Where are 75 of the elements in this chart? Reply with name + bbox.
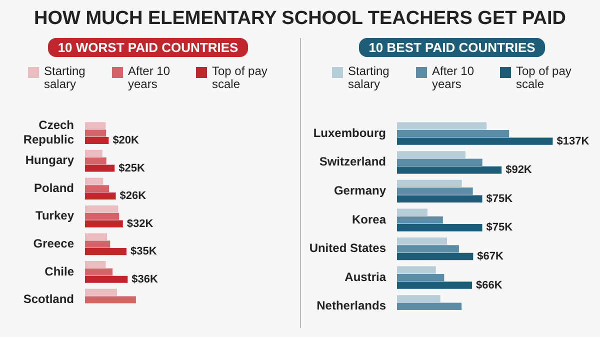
- bar: [85, 276, 128, 283]
- bar: [85, 150, 102, 157]
- data-label: $67K: [477, 250, 504, 263]
- bar: [397, 252, 474, 260]
- data-label: $75K: [486, 192, 513, 205]
- y-tick-label: Luxembourg: [313, 126, 386, 140]
- legend-label: Top of pay scale: [516, 64, 572, 91]
- y-tick-label: Scotland: [23, 292, 74, 306]
- legend-label: Starting salary: [348, 64, 390, 91]
- bar: [85, 205, 118, 213]
- bar: [397, 166, 502, 174]
- bar: [397, 188, 473, 195]
- bar: [85, 192, 116, 200]
- bar: [85, 130, 106, 137]
- legend-label: Top of pay scale: [212, 64, 268, 91]
- bar: [85, 185, 110, 192]
- bar: [85, 233, 108, 240]
- y-tick-label: United States: [309, 241, 386, 256]
- bar: [397, 282, 472, 289]
- y-tick-label: Austria: [344, 270, 386, 284]
- bar: [85, 212, 120, 220]
- text: HOW MUCH ELEMENTARY SCHOOL TEACHERS GET PAID: [32, 7, 568, 31]
- bar: [85, 164, 115, 172]
- bar: [85, 122, 106, 130]
- data-label: $92K: [506, 164, 532, 176]
- bar: [85, 240, 110, 248]
- legend-label: Starting salary: [44, 64, 86, 91]
- y-tick-label: Germany: [334, 184, 386, 198]
- bar: [397, 130, 510, 138]
- data-label: $25K: [118, 162, 145, 174]
- bar: [85, 178, 104, 185]
- y-tick-label: Korea: [352, 212, 386, 226]
- bar: [85, 261, 106, 268]
- bar: [85, 136, 109, 144]
- bar: [85, 268, 112, 276]
- bar: [397, 245, 459, 252]
- bar: [397, 237, 448, 245]
- y-tick-label: Poland: [34, 180, 74, 195]
- data-label: $32K: [126, 218, 154, 230]
- bar: [397, 180, 462, 188]
- y-tick-label: Switzerland: [319, 154, 386, 169]
- bar: [397, 158, 482, 166]
- bar: [85, 296, 136, 304]
- bar: [85, 157, 106, 164]
- legend-label: After 10 years: [128, 64, 172, 91]
- data-label: $66K: [476, 279, 502, 292]
- y-tick-label: Chile: [44, 264, 74, 278]
- bar: [397, 138, 553, 145]
- chart-subtitle: 10 WORST PAID COUNTRIES: [48, 38, 248, 57]
- chart-subtitle: 10 BEST PAID COUNTRIES: [358, 38, 546, 57]
- y-tick-label: Turkey: [36, 208, 74, 223]
- bar: [397, 266, 436, 274]
- data-label: $35K: [130, 246, 157, 258]
- y-tick-label: Czech Republic: [23, 118, 74, 147]
- y-tick-label: Netherlands: [316, 298, 386, 313]
- bar: [397, 224, 482, 232]
- data-label: $26K: [120, 190, 146, 202]
- bar: [397, 295, 440, 302]
- y-tick-label: Hungary: [25, 153, 74, 168]
- bar: [397, 208, 428, 216]
- data-label: $137K: [556, 135, 590, 148]
- bar: [85, 248, 126, 256]
- bar: [85, 220, 123, 228]
- data-label: $36K: [132, 273, 158, 286]
- bar: [397, 274, 444, 282]
- bar: [397, 151, 466, 158]
- data-label: $20K: [112, 134, 140, 147]
- bar: [85, 288, 117, 296]
- data-label: $75K: [486, 222, 513, 234]
- y-tick-label: Greece: [33, 236, 74, 250]
- bar: [397, 302, 462, 310]
- bar: [397, 122, 487, 130]
- bar: [397, 216, 443, 224]
- bar: [397, 195, 482, 203]
- legend-label: After 10 years: [432, 64, 476, 91]
